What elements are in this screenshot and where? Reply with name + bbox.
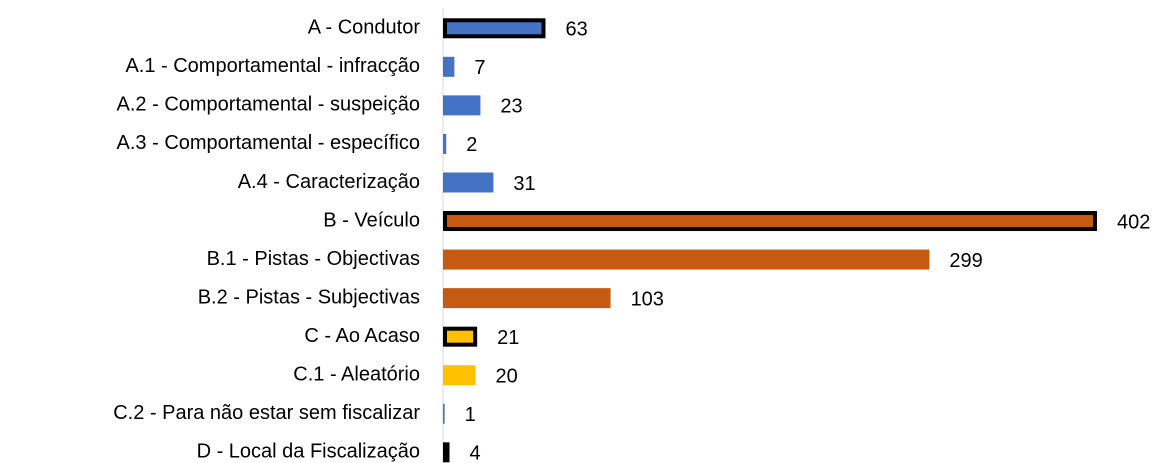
value-label: 2 bbox=[466, 134, 477, 156]
bar bbox=[443, 403, 445, 424]
y-tick-label: A.3 - Comportamental - específico bbox=[117, 132, 420, 154]
bar bbox=[443, 95, 481, 116]
y-tick-label: D - Local da Fiscalização bbox=[197, 441, 420, 463]
value-label: 402 bbox=[1117, 211, 1150, 233]
y-tick-label: C - Ao Acaso bbox=[304, 325, 420, 347]
y-tick-label: C.2 - Para não estar sem fiscalizar bbox=[113, 402, 420, 424]
bar bbox=[443, 326, 478, 347]
bar bbox=[443, 172, 494, 193]
bar bbox=[443, 249, 930, 270]
y-tick-label: A.1 - Comportamental - infracção bbox=[125, 55, 420, 77]
bar bbox=[443, 56, 455, 77]
y-tick-label: A.2 - Comportamental - suspeição bbox=[117, 94, 420, 116]
bar bbox=[443, 133, 447, 154]
value-label: 103 bbox=[631, 288, 664, 310]
value-label: 4 bbox=[470, 443, 481, 463]
bar bbox=[443, 442, 450, 463]
value-label: 21 bbox=[497, 327, 519, 349]
value-label: 23 bbox=[500, 96, 522, 118]
y-tick-label: B.1 - Pistas - Objectivas bbox=[207, 248, 420, 270]
value-label: 20 bbox=[496, 366, 518, 388]
y-tick-label: A.4 - Caracterização bbox=[238, 171, 420, 193]
y-tick-label: B.2 - Pistas - Subjectivas bbox=[198, 286, 420, 308]
bar bbox=[443, 18, 546, 39]
value-label: 63 bbox=[565, 19, 587, 41]
value-label: 7 bbox=[474, 57, 485, 79]
bar bbox=[443, 365, 476, 386]
y-tick-label: B - Veículo bbox=[323, 209, 420, 231]
y-tick-label: A - Condutor bbox=[308, 17, 421, 39]
bar bbox=[443, 288, 611, 309]
y-tick-label: C.1 - Aleatório bbox=[293, 364, 420, 386]
value-label: 31 bbox=[513, 173, 535, 195]
value-label: 1 bbox=[465, 404, 476, 426]
bar bbox=[443, 211, 1097, 232]
value-label: 299 bbox=[949, 250, 982, 272]
